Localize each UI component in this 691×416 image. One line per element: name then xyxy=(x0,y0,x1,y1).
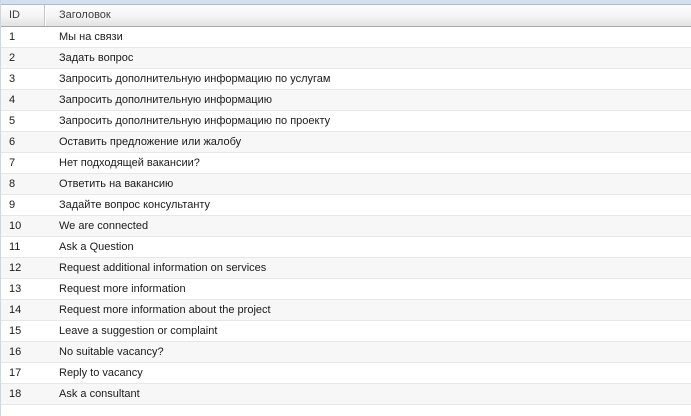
table-row[interactable]: 1 Мы на связи xyxy=(1,27,691,48)
table-row[interactable]: 9 Задайте вопрос консультанту xyxy=(1,195,691,216)
row-title-cell: Reply to vacancy xyxy=(59,367,143,379)
table-row[interactable]: 7 Нет подходящей вакансии? xyxy=(1,153,691,174)
row-title-cell: Запросить дополнительную информацию по у… xyxy=(59,73,331,85)
table-row[interactable]: 3 Запросить дополнительную информацию по … xyxy=(1,69,691,90)
row-title-cell: Request more information about the proje… xyxy=(59,304,271,316)
row-id-cell: 18 xyxy=(9,388,22,400)
row-id-cell: 17 xyxy=(9,367,22,379)
table-row[interactable]: 15 Leave a suggestion or complaint xyxy=(1,321,691,342)
table-row[interactable]: 6 Оставить предложение или жалобу xyxy=(1,132,691,153)
row-title-cell: Request more information xyxy=(59,283,186,295)
table-header: ID Заголовок xyxy=(1,5,691,27)
row-title-cell: Задать вопрос xyxy=(59,52,134,64)
row-id-cell: 11 xyxy=(9,241,21,253)
row-id-cell: 16 xyxy=(9,346,22,358)
table-row[interactable]: 8 Ответить на вакансию xyxy=(1,174,691,195)
table-body: 1 Мы на связи 2 Задать вопрос 3 Запросить доп… xyxy=(1,27,691,405)
table-row[interactable]: 5 Запросить дополнительную информацию по … xyxy=(1,111,691,132)
table-row[interactable]: 16 No suitable vacancy? xyxy=(1,342,691,363)
table-row[interactable]: 17 Reply to vacancy xyxy=(1,363,691,384)
table-row[interactable]: 12 Request additional information on serv… xyxy=(1,258,691,279)
table-row[interactable]: 2 Задать вопрос xyxy=(1,48,691,69)
row-id-cell: 7 xyxy=(9,157,16,169)
row-title-cell: We are connected xyxy=(59,220,149,232)
table-row[interactable]: 18 Ask a consultant xyxy=(1,384,691,405)
row-title-cell: Мы на связи xyxy=(59,31,123,43)
row-id-cell: 4 xyxy=(9,94,16,106)
row-title-cell: Запросить дополнительную информацию xyxy=(59,94,273,106)
row-title-cell: Запросить дополнительную информацию по п… xyxy=(59,115,331,127)
row-id-cell: 3 xyxy=(9,73,16,85)
table-row[interactable]: 13 Request more information xyxy=(1,279,691,300)
row-id-cell: 13 xyxy=(9,283,22,295)
row-title-cell: Request additional information on servic… xyxy=(59,262,267,274)
row-id-cell: 14 xyxy=(9,304,22,316)
table-row[interactable]: 4 Запросить дополнительную информацию xyxy=(1,90,691,111)
row-title-cell: Ответить на вакансию xyxy=(59,178,174,190)
row-title-cell: Оставить предложение или жалобу xyxy=(59,136,242,148)
row-id-cell: 8 xyxy=(9,178,16,190)
row-id-cell: 9 xyxy=(9,199,16,211)
row-title-cell: No suitable vacancy? xyxy=(59,346,164,358)
row-id-cell: 6 xyxy=(9,136,16,148)
row-id-cell: 15 xyxy=(9,325,22,337)
row-id-cell: 5 xyxy=(9,115,16,127)
table-row[interactable]: 14 Request more information about the pro… xyxy=(1,300,691,321)
table-row[interactable]: 11 Ask a Question xyxy=(1,237,691,258)
row-id-cell: 1 xyxy=(9,31,16,43)
row-title-cell: Ask a consultant xyxy=(59,388,140,400)
window-top-strip xyxy=(1,0,691,5)
column-header-title[interactable]: Заголовок xyxy=(59,9,111,21)
row-id-cell: 10 xyxy=(9,220,22,232)
row-title-cell: Ask a Question xyxy=(59,241,134,253)
row-id-cell: 12 xyxy=(9,262,22,274)
table-row[interactable]: 10 We are connected xyxy=(1,216,691,237)
row-title-cell: Задайте вопрос консультанту xyxy=(59,199,211,211)
row-title-cell: Нет подходящей вакансии? xyxy=(59,157,200,169)
row-title-cell: Leave a suggestion or complaint xyxy=(59,325,218,337)
column-header-id[interactable]: ID xyxy=(1,5,45,26)
row-id-cell: 2 xyxy=(9,52,16,64)
